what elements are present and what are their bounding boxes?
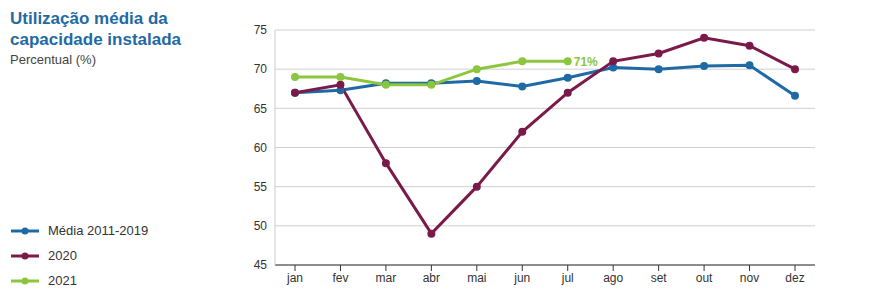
svg-text:out: out <box>696 271 713 285</box>
svg-text:71%: 71% <box>574 55 598 69</box>
svg-text:abr: abr <box>423 271 440 285</box>
svg-text:mar: mar <box>376 271 397 285</box>
svg-text:fev: fev <box>332 271 348 285</box>
svg-text:set: set <box>651 271 668 285</box>
html-text:Média 2011-2019: Média 2011-2019 <box>48 223 149 238</box>
svg-text:ago: ago <box>603 271 623 285</box>
svg-text:dez: dez <box>785 271 804 285</box>
svg-text:45: 45 <box>254 258 268 272</box>
svg-text:55: 55 <box>254 180 268 194</box>
svg-text:50: 50 <box>254 219 268 233</box>
svg-text:jun: jun <box>513 271 530 285</box>
html-text:2020: 2020 <box>48 248 77 263</box>
svg-text:65: 65 <box>254 102 268 116</box>
html-text:Utilização média da capacidade: Utilização média da capacidade instalada <box>10 9 181 49</box>
svg-text:mai: mai <box>467 271 486 285</box>
svg-text:nov: nov <box>740 271 759 285</box>
svg-text:jan: jan <box>286 271 303 285</box>
svg-text:70: 70 <box>254 62 268 76</box>
html-text:2021: 2021 <box>48 273 77 288</box>
svg-text:60: 60 <box>254 141 268 155</box>
svg-text:jul: jul <box>561 271 574 285</box>
html-text:Percentual (%): Percentual (%) <box>10 52 96 67</box>
svg-text:75: 75 <box>254 23 268 37</box>
